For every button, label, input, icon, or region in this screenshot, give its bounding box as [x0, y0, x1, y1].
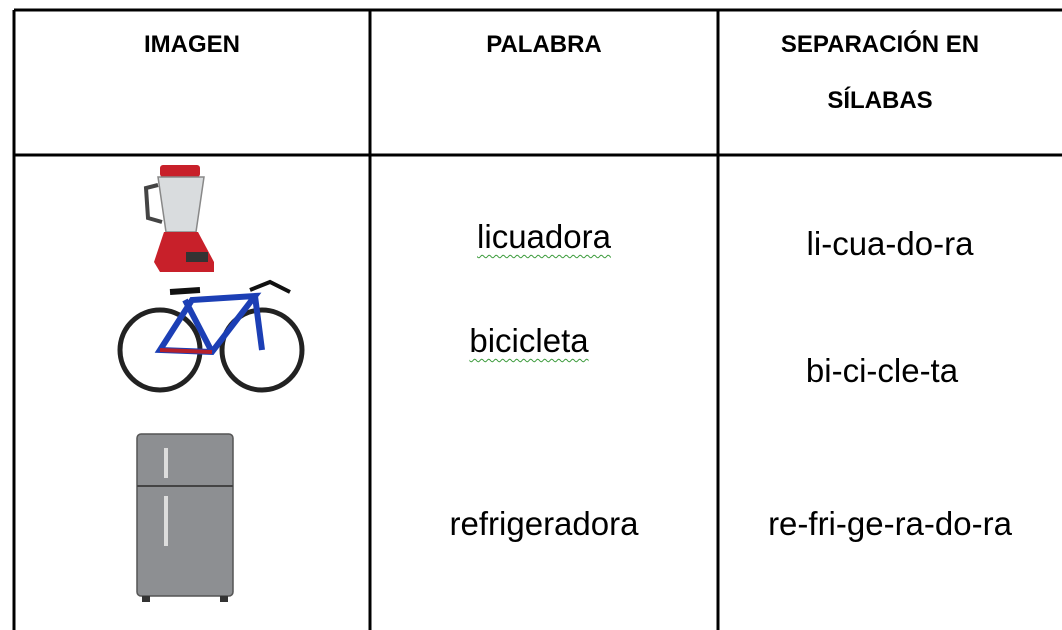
header-cell: IMAGEN: [144, 31, 240, 58]
blender-image: [143, 165, 214, 272]
refrigerator-image: [136, 433, 234, 602]
word: refrigeradora: [449, 505, 639, 542]
header-cell: PALABRA: [486, 31, 602, 58]
word: bicicleta: [469, 322, 589, 359]
word: licuadora: [477, 218, 611, 255]
syllables: bi-ci-cle-ta: [805, 352, 959, 389]
bicycle-image: [117, 279, 305, 393]
word-cell: bicicleta: [355, 322, 703, 360]
header-cell: SEPARACIÓN EN SÍLABAS: [780, 31, 980, 114]
syllables: re-fri-ge-ra-do-ra: [768, 505, 1012, 542]
word-cell: licuadora: [370, 218, 718, 256]
syllables: li-cua-do-ra: [806, 225, 974, 262]
